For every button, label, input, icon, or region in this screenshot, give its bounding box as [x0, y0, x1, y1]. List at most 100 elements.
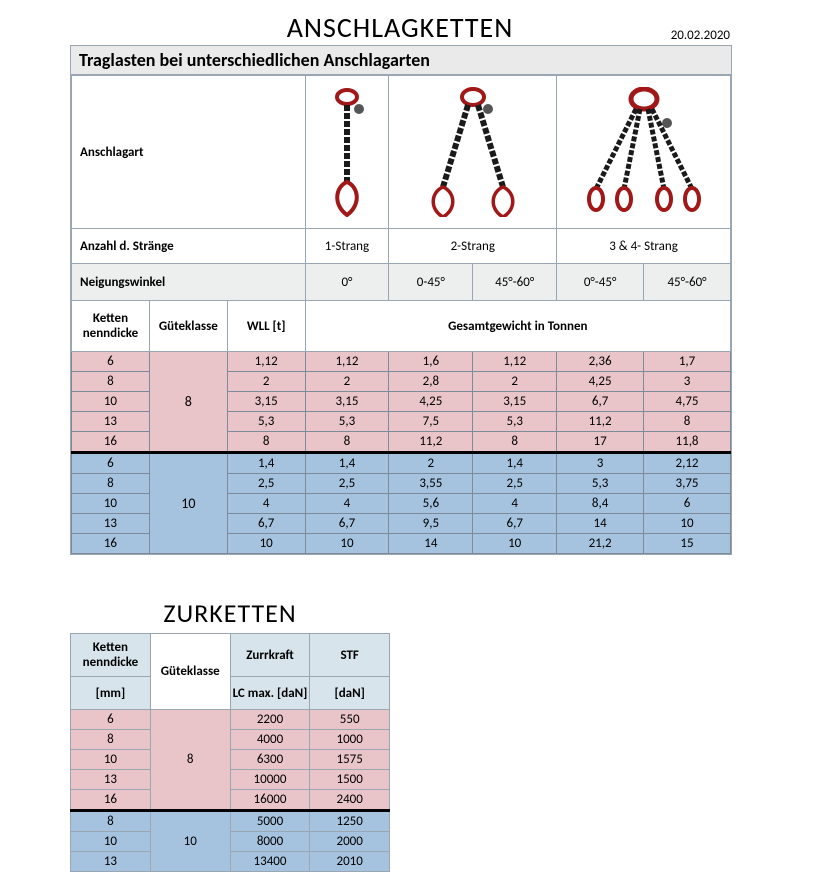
- strand-34: 3 & 4- Strang: [557, 229, 731, 264]
- cell-diameter: 10: [72, 392, 150, 412]
- cell-diameter: 13: [72, 514, 150, 534]
- cell-value: 8: [644, 412, 731, 432]
- cell-value: 6: [644, 494, 731, 514]
- cell-value: 3: [557, 453, 644, 474]
- cell-diameter: 6: [71, 710, 151, 730]
- cell-lc: 4000: [230, 730, 310, 750]
- angle-3: 0°-45°: [557, 264, 644, 301]
- angle-2: 45°-60°: [473, 264, 557, 301]
- cell-gueteklasse: 10: [150, 811, 230, 872]
- cell-value: 11,2: [557, 412, 644, 432]
- zurketten-header-row1: Ketten nenndicke Güteklasse Zurrkraft ST…: [71, 634, 390, 677]
- cell-value: 3,15: [473, 392, 557, 412]
- cell-value: 1,4: [473, 453, 557, 474]
- angle-4: 45°-60°: [644, 264, 731, 301]
- col2-stf: STF: [310, 634, 390, 677]
- cell-diameter: 13: [71, 770, 151, 790]
- col2-ketten: Ketten nenndicke: [71, 634, 151, 677]
- cell-wll: 5,3: [227, 412, 305, 432]
- cell-value: 2,8: [389, 372, 473, 392]
- angle-1: 0-45°: [389, 264, 473, 301]
- cell-stf: 1000: [310, 730, 390, 750]
- cell-value: 2,36: [557, 352, 644, 372]
- cell-diameter: 6: [72, 453, 150, 474]
- strand-count-row: Anzahl d. Stränge 1-Strang 2-Strang 3 & …: [72, 229, 731, 264]
- cell-value: 4,25: [389, 392, 473, 412]
- col2-stf-sub: [daN]: [310, 677, 390, 710]
- table-row: 8 40001000: [71, 730, 390, 750]
- cell-value: 17: [557, 432, 644, 453]
- chain-2strand-icon: [413, 87, 533, 217]
- cell-diameter: 8: [72, 474, 150, 494]
- cell-lc: 6300: [230, 750, 310, 770]
- cell-value: 1,6: [389, 352, 473, 372]
- cell-value: 5,3: [473, 412, 557, 432]
- cell-stf: 2000: [310, 832, 390, 852]
- chain-1strand-image: [305, 76, 389, 229]
- cell-diameter: 8: [71, 730, 151, 750]
- cell-value: 10: [473, 534, 557, 554]
- cell-diameter: 10: [71, 750, 151, 770]
- col2-gk: Güteklasse: [150, 634, 230, 710]
- chain-1strand-icon: [317, 87, 377, 217]
- table-row: 81050001250: [71, 811, 390, 832]
- cell-value: 8: [473, 432, 557, 453]
- cell-value: 5,3: [305, 412, 389, 432]
- cell-diameter: 8: [72, 372, 150, 392]
- zurketten-title: ZURKETTEN: [70, 597, 390, 629]
- cell-value: 7,5: [389, 412, 473, 432]
- zurketten-table: Ketten nenndicke Güteklasse Zurrkraft ST…: [70, 633, 390, 872]
- cell-value: 4,75: [644, 392, 731, 412]
- table-row: 13100001500: [71, 770, 390, 790]
- cell-diameter: 10: [72, 494, 150, 514]
- cell-wll: 2,5: [227, 474, 305, 494]
- strand-1: 1-Strang: [305, 229, 389, 264]
- page-title: ANSCHLAGKETTEN: [70, 10, 730, 45]
- cell-value: 2,12: [644, 453, 731, 474]
- table-row: 1063001575: [71, 750, 390, 770]
- cell-value: 21,2: [557, 534, 644, 554]
- cell-lc: 16000: [230, 790, 310, 811]
- anschlagketten-table: Anschlagart: [71, 75, 731, 554]
- cell-lc: 10000: [230, 770, 310, 790]
- cell-diameter: 16: [71, 790, 151, 811]
- column-header-row: Ketten nenndicke Güteklasse WLL [t] Gesa…: [72, 301, 731, 352]
- cell-diameter: 6: [72, 352, 150, 372]
- cell-diameter: 16: [72, 534, 150, 554]
- cell-stf: 550: [310, 710, 390, 730]
- strand-2: 2-Strang: [389, 229, 557, 264]
- cell-diameter: 13: [72, 412, 150, 432]
- cell-wll: 8: [227, 432, 305, 453]
- cell-value: 2: [305, 372, 389, 392]
- cell-stf: 2400: [310, 790, 390, 811]
- title-row: ANSCHLAGKETTEN 20.02.2020: [70, 10, 730, 45]
- cell-value: 2,5: [473, 474, 557, 494]
- chain-34strand-image: [557, 76, 731, 229]
- cell-value: 10: [305, 534, 389, 554]
- cell-value: 1,7: [644, 352, 731, 372]
- cell-wll: 3,15: [227, 392, 305, 412]
- angle-row: Neigungswinkel 0° 0-45° 45°-60° 0°-45° 4…: [72, 264, 731, 301]
- cell-value: 5,6: [389, 494, 473, 514]
- cell-wll: 2: [227, 372, 305, 392]
- cell-stf: 1250: [310, 811, 390, 832]
- cell-value: 3,55: [389, 474, 473, 494]
- page-date: 20.02.2020: [671, 28, 730, 43]
- cell-value: 8: [305, 432, 389, 453]
- cell-diameter: 13: [71, 852, 151, 872]
- cell-value: 5,3: [557, 474, 644, 494]
- zurketten-section: ZURKETTEN Ketten nenndicke Güteklasse Zu…: [70, 597, 815, 872]
- cell-value: 10: [644, 514, 731, 534]
- cell-lc: 13400: [230, 852, 310, 872]
- col2-zurr: Zurrkraft: [230, 634, 310, 677]
- table-row: 6101,41,421,432,12: [72, 453, 731, 474]
- cell-stf: 2010: [310, 852, 390, 872]
- cell-lc: 8000: [230, 832, 310, 852]
- col2-ketten-unit: [mm]: [71, 677, 151, 710]
- cell-diameter: 8: [71, 811, 151, 832]
- cell-value: 2: [389, 453, 473, 474]
- zurketten-header-row2: [mm] LC max. [daN] [daN]: [71, 677, 390, 710]
- cell-wll: 10: [227, 534, 305, 554]
- col-ketten: Ketten nenndicke: [72, 301, 150, 352]
- cell-value: 6,7: [557, 392, 644, 412]
